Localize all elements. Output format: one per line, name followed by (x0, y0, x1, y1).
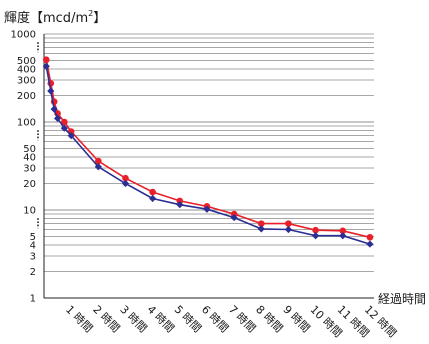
y-tick-label: 1000 (11, 30, 36, 41)
y-axis-title-close: 】 (93, 11, 106, 26)
axes (43, 34, 374, 299)
x-tick-label: 9 時間 (280, 303, 312, 335)
y-tick-label: 5 (30, 232, 36, 243)
gridlines (44, 33, 374, 299)
y-tick-label: 30 (23, 164, 36, 175)
series-1-point (42, 56, 50, 64)
y-tick-label: 10 (23, 206, 36, 217)
y-tick-label: 500 (17, 56, 36, 67)
series-2-point (284, 225, 293, 234)
y-axis-title: 輝度【mcd/m2】 (4, 9, 106, 26)
x-tick-label: 6 時間 (199, 303, 231, 335)
series-2-point (121, 179, 130, 188)
series-2-point (339, 232, 347, 240)
x-tick-label: 2 時間 (90, 303, 122, 335)
series-1-point (176, 197, 184, 205)
series-1-point (312, 226, 319, 234)
y-tick-label: 20 (23, 179, 36, 190)
y-tick-label: 40 (23, 153, 36, 164)
x-tick-label: 1 時間 (63, 303, 95, 335)
series-2-point (94, 163, 102, 171)
x-axis-title: 経過時間 (378, 292, 426, 306)
series-2-point (149, 194, 157, 203)
series-2-point (60, 124, 68, 132)
x-tick-label: 5 時間 (172, 303, 204, 335)
series-1-point (366, 233, 374, 241)
y-tick-label: 3 (30, 252, 36, 263)
series-2-point (257, 225, 265, 233)
x-tick-label: 3 時間 (117, 303, 149, 335)
series-1-point (122, 174, 129, 182)
series-2-point (312, 232, 320, 240)
series-2-point (47, 87, 55, 95)
x-tick-label: 7 時間 (226, 303, 258, 335)
y-tick-label: 100 (17, 118, 36, 129)
y-axis-title-superscript: 2 (88, 9, 93, 18)
series-1-point (285, 220, 292, 227)
x-tick-label: 8 時間 (253, 303, 285, 335)
y-tick-label: 2 (30, 267, 36, 278)
series-2-point (203, 205, 211, 213)
series-2-point (230, 213, 238, 222)
series-2-line (45, 66, 371, 245)
series-2-point (366, 240, 374, 248)
y-tick-label: 50 (23, 144, 36, 155)
series-2-point (67, 132, 75, 140)
y-axis-title-main: 輝度【mcd/m (4, 10, 88, 26)
series-2-point (42, 62, 50, 70)
series-1-point (61, 118, 68, 126)
series-1-point (257, 220, 265, 227)
series-2-point (50, 105, 58, 113)
series-2-point (53, 114, 62, 122)
series-1-point (95, 157, 102, 165)
series-1-point (149, 188, 156, 196)
y-tick-label: 200 (17, 91, 36, 102)
series-2-point (176, 201, 184, 209)
series-group (42, 56, 374, 248)
series-1-point (339, 227, 347, 235)
y-tick-label: 1 (30, 294, 36, 305)
y-tick-label: 4 (30, 241, 36, 252)
x-tick-label: 4 時間 (145, 303, 177, 335)
y-tick-label: 300 (17, 76, 36, 87)
y-tick-label: 400 (17, 65, 36, 76)
